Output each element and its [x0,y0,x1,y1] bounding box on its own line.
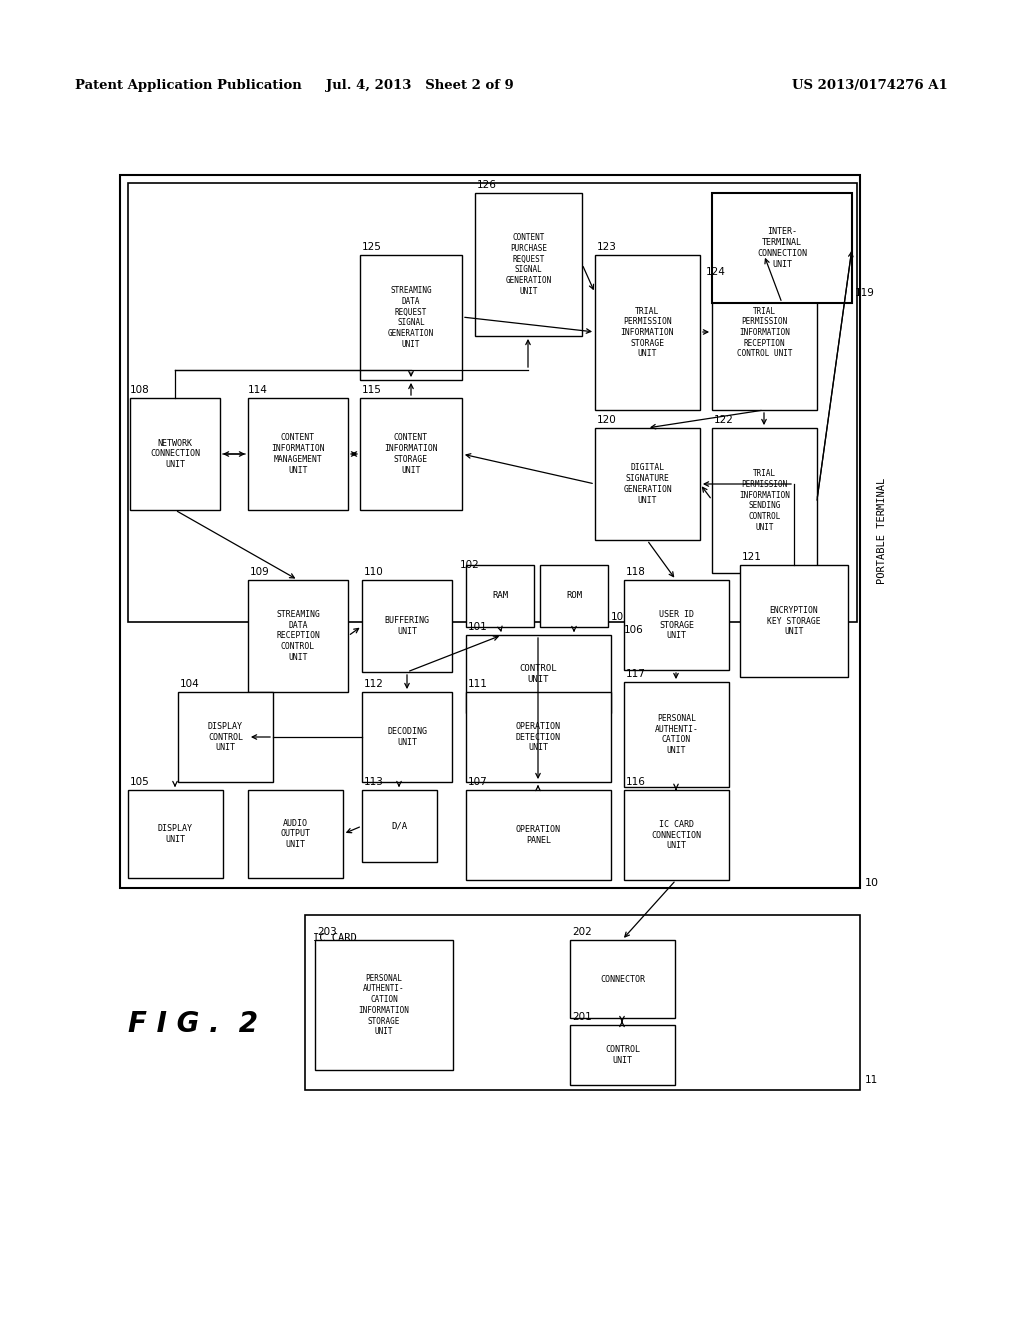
Text: CONNECTOR: CONNECTOR [600,974,645,983]
Text: 203: 203 [317,927,337,937]
Text: 112: 112 [364,678,384,689]
Text: 121: 121 [742,552,762,562]
Bar [624,579,729,671]
Text: 118: 118 [626,568,646,577]
Text: 109: 109 [250,568,269,577]
Text: 120: 120 [597,414,616,425]
Text: 111: 111 [468,678,487,689]
Text: 124: 124 [706,267,726,277]
Text: RAM: RAM [492,591,508,601]
Text: D/A: D/A [391,821,408,830]
Bar [712,193,852,304]
Text: 104: 104 [180,678,200,689]
Bar [248,579,348,692]
Bar [315,940,453,1071]
Text: ROM: ROM [566,591,582,601]
Bar [624,789,729,880]
Text: INTER-
TERMINAL
CONNECTION
UNIT: INTER- TERMINAL CONNECTION UNIT [757,227,807,269]
Text: OPERATION
PANEL: OPERATION PANEL [516,825,561,845]
Text: CONTENT
INFORMATION
MANAGEMENT
UNIT: CONTENT INFORMATION MANAGEMENT UNIT [271,433,325,475]
Text: TRIAL
PERMISSION
INFORMATION
RECEPTION
CONTROL UNIT: TRIAL PERMISSION INFORMATION RECEPTION C… [736,306,793,359]
Text: STREAMING
DATA
REQUEST
SIGNAL
GENERATION
UNIT: STREAMING DATA REQUEST SIGNAL GENERATION… [388,286,434,348]
Bar [362,579,452,672]
Text: 115: 115 [362,385,382,395]
Bar [128,789,223,878]
Bar [624,682,729,787]
Bar [466,789,611,880]
Bar [570,940,675,1018]
Text: 110: 110 [364,568,384,577]
Text: 105: 105 [130,777,150,787]
Text: 201: 201 [572,1012,592,1022]
Text: 107: 107 [468,777,487,787]
Text: CONTROL
UNIT: CONTROL UNIT [605,1045,640,1065]
Text: PERSONAL
AUTHENTI-
CATION
UNIT: PERSONAL AUTHENTI- CATION UNIT [654,714,698,755]
Text: 119: 119 [855,288,874,298]
Text: CONTENT
PURCHASE
REQUEST
SIGNAL
GENERATION
UNIT: CONTENT PURCHASE REQUEST SIGNAL GENERATI… [506,234,552,296]
Text: 106: 106 [624,624,644,635]
Text: F I G .  2: F I G . 2 [128,1010,258,1038]
Text: 103: 103 [611,612,631,622]
Bar [128,183,857,622]
Text: IC CARD: IC CARD [313,933,356,942]
Text: 11: 11 [865,1074,879,1085]
Text: 202: 202 [572,927,592,937]
Bar [305,915,860,1090]
Text: DISPLAY
UNIT: DISPLAY UNIT [158,824,193,843]
Text: 113: 113 [364,777,384,787]
Text: Jul. 4, 2013   Sheet 2 of 9: Jul. 4, 2013 Sheet 2 of 9 [326,78,514,91]
Bar [362,692,452,781]
Text: 108: 108 [130,385,150,395]
Bar [360,255,462,380]
Bar [130,399,220,510]
Bar [362,789,437,862]
Text: 102: 102 [460,560,480,570]
Text: USER ID
STORAGE
UNIT: USER ID STORAGE UNIT [659,610,694,640]
Text: DIGITAL
SIGNATURE
GENERATION
UNIT: DIGITAL SIGNATURE GENERATION UNIT [624,463,672,504]
Text: 116: 116 [626,777,646,787]
Text: 126: 126 [477,180,497,190]
Text: AUDIO
OUTPUT
UNIT: AUDIO OUTPUT UNIT [281,818,310,849]
Text: 101: 101 [468,622,487,632]
Bar [475,193,582,337]
Bar [248,399,348,510]
Text: 122: 122 [714,414,734,425]
Text: STREAMING
DATA
RECEPTION
CONTROL
UNIT: STREAMING DATA RECEPTION CONTROL UNIT [276,610,319,663]
Bar [248,789,343,878]
Bar [120,176,860,888]
Bar [570,1026,675,1085]
Text: 117: 117 [626,669,646,678]
Bar [595,428,700,540]
Text: PERSONAL
AUTHENTI-
CATION
INFORMATION
STORAGE
UNIT: PERSONAL AUTHENTI- CATION INFORMATION ST… [358,974,410,1036]
Text: TRIAL
PERMISSION
INFORMATION
STORAGE
UNIT: TRIAL PERMISSION INFORMATION STORAGE UNI… [621,306,675,359]
Text: NETWORK
CONNECTION
UNIT: NETWORK CONNECTION UNIT [150,438,200,469]
Text: CONTENT
INFORMATION
STORAGE
UNIT: CONTENT INFORMATION STORAGE UNIT [384,433,438,475]
Text: TRIAL
PERMISSION
INFORMATION
SENDING
CONTROL
UNIT: TRIAL PERMISSION INFORMATION SENDING CON… [739,469,790,532]
Text: DECODING
UNIT: DECODING UNIT [387,727,427,747]
Text: BUFFERING
UNIT: BUFFERING UNIT [384,616,429,636]
Text: IC CARD
CONNECTION
UNIT: IC CARD CONNECTION UNIT [651,820,701,850]
Text: 125: 125 [362,242,382,252]
Bar [466,692,611,781]
Bar [712,428,817,573]
Bar [740,565,848,677]
Text: 123: 123 [597,242,616,252]
Text: 120: 120 [714,242,734,252]
Text: 114: 114 [248,385,268,395]
Bar [540,565,608,627]
Text: OPERATION
DETECTION
UNIT: OPERATION DETECTION UNIT [516,722,561,752]
Text: DISPLAY
CONTROL
UNIT: DISPLAY CONTROL UNIT [208,722,243,752]
Text: US 2013/0174276 A1: US 2013/0174276 A1 [793,78,948,91]
Bar [466,635,611,713]
Text: 10: 10 [865,878,879,888]
Text: PORTABLE TERMINAL: PORTABLE TERMINAL [877,478,887,585]
Bar [178,692,273,781]
Bar [595,255,700,411]
Text: Patent Application Publication: Patent Application Publication [75,78,302,91]
Text: ENCRYPTION
KEY STORAGE
UNIT: ENCRYPTION KEY STORAGE UNIT [767,606,821,636]
Bar [360,399,462,510]
Bar [712,255,817,411]
Text: CONTROL
UNIT: CONTROL UNIT [520,664,557,684]
Bar [466,565,534,627]
